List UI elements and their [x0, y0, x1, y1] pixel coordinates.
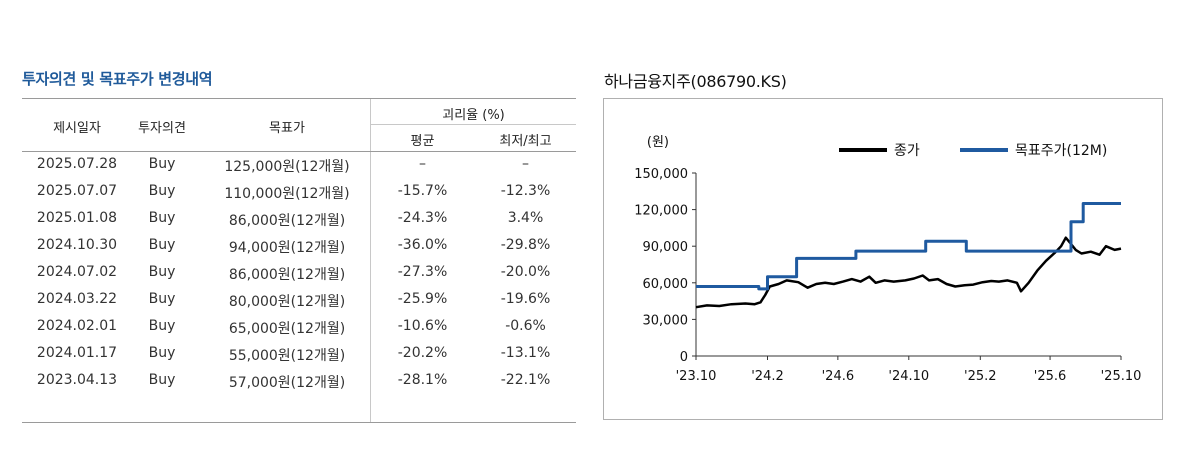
table-row: 2024.10.30 Buy 94,000원(12개월) -36.0% -29.8% — [22, 233, 576, 260]
table-row: 2025.07.28 Buy 125,000원(12개월) – – — [22, 152, 576, 179]
table-column-divider — [370, 99, 371, 422]
y-tick-label: 120,000 — [634, 204, 688, 219]
cell-date: 2023.04.13 — [36, 372, 118, 388]
cell-minmax: -12.3% — [500, 183, 551, 199]
cell-opinion: Buy — [148, 318, 176, 334]
cell-minmax: -19.6% — [500, 291, 551, 307]
cell-target: 110,000원(12개월) — [224, 186, 350, 202]
cell-opinion: Buy — [148, 372, 176, 388]
cell-target: 65,000원(12개월) — [228, 321, 346, 337]
cell-opinion: Buy — [148, 291, 176, 307]
y-tick-label: 150,000 — [634, 167, 688, 182]
cell-date: 2024.01.17 — [36, 345, 118, 361]
cell-minmax: -0.6% — [505, 318, 546, 334]
y-tick-label: 30,000 — [643, 313, 689, 328]
header-target: 목표가 — [269, 121, 305, 136]
cell-minmax: -29.8% — [500, 237, 551, 253]
cell-opinion: Buy — [148, 210, 176, 226]
legend-target-price-label: 목표주가(12M) — [1015, 143, 1107, 159]
cell-target: 55,000원(12개월) — [228, 348, 346, 364]
cell-target: 86,000원(12개월) — [228, 213, 346, 229]
cell-opinion: Buy — [148, 345, 176, 361]
cell-avg: -27.3% — [397, 264, 448, 280]
table-row: 2024.03.22 Buy 80,000원(12개월) -25.9% -19.6% — [22, 287, 576, 314]
cell-target: 80,000원(12개월) — [228, 294, 346, 310]
y-tick-label: 90,000 — [643, 240, 689, 255]
table-subheader-divider — [371, 124, 576, 125]
cell-avg: -25.9% — [397, 291, 448, 307]
table-row: 2025.01.08 Buy 86,000원(12개월) -24.3% 3.4% — [22, 206, 576, 233]
cell-avg: – — [419, 156, 426, 172]
cell-avg: -36.0% — [397, 237, 448, 253]
header-disparity: 괴리율 (%) — [442, 108, 505, 123]
cell-minmax: -20.0% — [500, 264, 551, 280]
chart-frame — [603, 98, 1163, 420]
x-tick-label: '25.10 — [1101, 369, 1142, 384]
cell-minmax: – — [522, 156, 529, 172]
x-tick-label: '23.10 — [676, 369, 717, 384]
cell-target: 94,000원(12개월) — [228, 240, 346, 256]
target-price-history-table: 제시일자 투자의견 목표가 괴리율 (%) 평균 최저/최고 2025.07.2… — [22, 98, 576, 423]
cell-minmax: -13.1% — [500, 345, 551, 361]
legend-close-price-label: 종가 — [894, 143, 920, 159]
header-minmax: 최저/최고 — [499, 134, 552, 149]
cell-avg: -10.6% — [397, 318, 448, 334]
cell-opinion: Buy — [148, 156, 176, 172]
table-row: 2023.04.13 Buy 57,000원(12개월) -28.1% -22.1% — [22, 368, 576, 395]
cell-date: 2025.07.07 — [36, 183, 118, 199]
cell-date: 2024.07.02 — [36, 264, 118, 280]
cell-minmax: 3.4% — [507, 210, 544, 226]
table-title: 투자의견 및 목표주가 변경내역 — [22, 70, 213, 88]
cell-minmax: -22.1% — [500, 372, 551, 388]
cell-opinion: Buy — [148, 264, 176, 280]
cell-avg: -15.7% — [397, 183, 448, 199]
header-date: 제시일자 — [53, 121, 101, 136]
table-row: 2024.02.01 Buy 65,000원(12개월) -10.6% -0.6% — [22, 314, 576, 341]
cell-avg: -24.3% — [397, 210, 448, 226]
cell-opinion: Buy — [148, 237, 176, 253]
cell-date: 2024.03.22 — [36, 291, 118, 307]
cell-date: 2024.02.01 — [36, 318, 118, 334]
cell-date: 2025.07.28 — [36, 156, 118, 172]
x-tick-label: '25.2 — [964, 369, 997, 384]
cell-opinion: Buy — [148, 183, 176, 199]
cell-avg: -28.1% — [397, 372, 448, 388]
chart-title: 하나금융지주(086790.KS) — [604, 72, 787, 91]
cell-date: 2025.01.08 — [36, 210, 118, 226]
table-header-divider — [22, 151, 576, 152]
x-tick-label: '25.6 — [1034, 369, 1067, 384]
cell-avg: -20.2% — [397, 345, 448, 361]
table-row: 2025.07.07 Buy 110,000원(12개월) -15.7% -12.3% — [22, 179, 576, 206]
price-chart: 0 30,000 60,000 90,000 120,000 150,000 '23.10 '… — [634, 135, 1142, 384]
y-axis-label: (원) — [647, 135, 669, 150]
cell-target: 57,000원(12개월) — [228, 375, 346, 391]
y-tick-label: 60,000 — [643, 277, 689, 292]
table-row: 2024.07.02 Buy 86,000원(12개월) -27.3% -20.0% — [22, 260, 576, 287]
table-row: 2024.01.17 Buy 55,000원(12개월) -20.2% -13.1% — [22, 341, 576, 368]
header-avg: 평균 — [410, 134, 435, 149]
target-price-line — [696, 202, 1121, 291]
close-price-line — [695, 236, 1122, 309]
cell-date: 2024.10.30 — [36, 237, 118, 253]
x-tick-label: '24.6 — [822, 369, 855, 384]
header-opinion: 투자의견 — [138, 121, 186, 136]
x-tick-label: '24.2 — [751, 369, 784, 384]
cell-target: 125,000원(12개월) — [224, 159, 350, 175]
cell-target: 86,000원(12개월) — [228, 267, 346, 283]
y-tick-label: 0 — [680, 350, 688, 365]
x-tick-label: '24.10 — [888, 369, 929, 384]
